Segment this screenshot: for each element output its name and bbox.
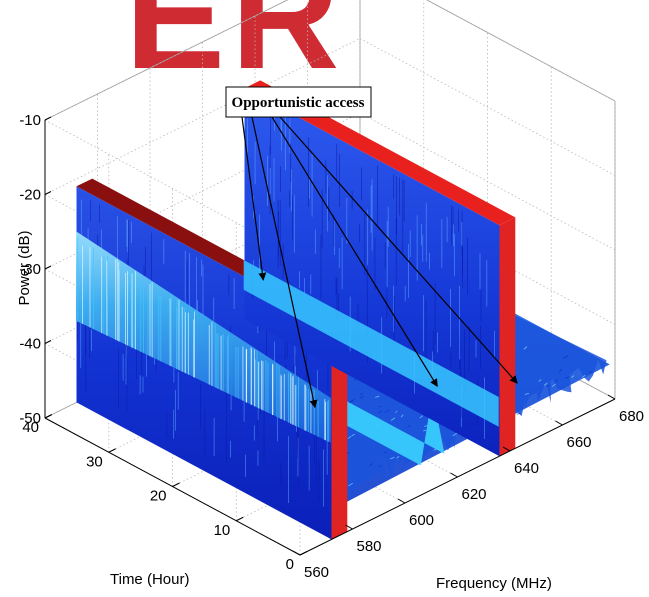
y-tick-label: 30 [86, 453, 103, 470]
z-tick-label: -10 [19, 112, 41, 129]
band-1-cyan-overlay [76, 231, 331, 443]
noise-floor-speckle [419, 415, 423, 419]
noise-floor-speckle [396, 411, 400, 414]
x-tick-mark [292, 550, 301, 556]
noise-floor-speckle [452, 432, 458, 437]
noise-floor-speckle [564, 376, 570, 379]
noise-floor-speckle [551, 383, 556, 387]
annotation-arrow [271, 116, 438, 388]
z-tick-mark [44, 116, 52, 121]
box-edge-top-back [44, 0, 289, 121]
noise-floor-speckle [350, 398, 356, 403]
noise-floor-speckle [395, 410, 398, 413]
annotation-arrow [279, 116, 518, 384]
annotation: Opportunistic access [225, 86, 518, 409]
x-tick-label: 640 [514, 460, 539, 477]
x-axis-ticks: 560 580 600 620 640 660 680 [292, 394, 644, 581]
z-tick-mark [44, 340, 52, 344]
y-tick-label: 10 [214, 522, 231, 539]
noise-floor-speckle [516, 412, 521, 415]
noise-floor-speckle [554, 379, 559, 382]
noise-floor-speckle [348, 482, 353, 487]
x-tick-label: 620 [462, 486, 487, 503]
noise-floor-speckle [369, 463, 373, 467]
x-tick-mark [397, 498, 406, 504]
noise-floor-speckle [375, 395, 380, 398]
y-tick-mark [108, 448, 116, 453]
watermark-logo: ER [125, 0, 345, 100]
noise-floor-speckle [349, 400, 354, 403]
grid-line-right-wall [359, 38, 616, 176]
noise-floor-speckle [538, 379, 542, 382]
x-tick-mark [502, 446, 511, 452]
watermark-text: ER [125, 0, 345, 100]
annotation-box [225, 86, 372, 118]
noise-floor-speckle [543, 382, 548, 386]
y-tick-label: 0 [286, 556, 294, 573]
z-axis-ticks: -50 -40 -30 -20 -10 [19, 112, 52, 427]
noise-floor-speckle [377, 410, 382, 414]
noise-floor-speckle [407, 424, 411, 427]
noise-floor-speckle [396, 455, 400, 459]
annotation-arrow [241, 116, 267, 281]
annotation-text: Opportunistic access [232, 95, 365, 111]
z-tick-label: -30 [19, 261, 41, 278]
noise-floor-speckle [384, 409, 390, 413]
y-axis-label: Time (Hour) [110, 571, 189, 588]
y-tick-label: 20 [150, 488, 167, 505]
noise-floor-speckle [423, 429, 427, 432]
noise-floor-speckle [379, 464, 382, 468]
x-tick-label: 660 [567, 434, 592, 451]
y-tick-label: 40 [22, 419, 39, 436]
y-tick-mark [172, 482, 180, 487]
noise-floor-speckle [524, 392, 530, 395]
z-axis-label: Power (dB) [16, 230, 33, 305]
noise-floor-speckle [390, 456, 395, 460]
noise-floor-speckle [378, 405, 382, 408]
x-tick-label: 560 [304, 564, 329, 581]
x-tick-mark [607, 394, 616, 400]
noise-floor-speckle [359, 395, 364, 399]
grid-line-back-wall [44, 38, 361, 195]
x-axis-label: Frequency (MHz) [436, 575, 552, 592]
noise-floor-speckle [588, 371, 593, 374]
y-axis-ticks: 0 10 20 30 40 [22, 414, 308, 573]
z-tick-label: -20 [19, 187, 41, 204]
cyan-ridge-610 [165, 275, 445, 466]
x-tick-label: 580 [357, 538, 382, 555]
y-tick-mark [44, 414, 53, 419]
z-tick-mark [44, 191, 52, 195]
y-tick-mark [236, 516, 244, 522]
noise-floor-speckle [384, 451, 387, 454]
noise-floor-speckle [351, 433, 355, 437]
noise-floor-speckle [400, 414, 404, 418]
noise-floor-speckle [571, 375, 575, 378]
x-tick-label: 680 [619, 408, 644, 425]
x-tick-mark [555, 420, 563, 426]
x-tick-label: 600 [409, 512, 434, 529]
spectrum-walls [76, 80, 516, 540]
z-tick-mark [44, 265, 52, 270]
y-tick-mark [299, 551, 308, 556]
noise-floor-speckle [582, 374, 586, 378]
noise-floor-speckle [558, 368, 563, 373]
annotation-arrow [251, 116, 318, 409]
x-tick-mark [450, 472, 458, 478]
noise-floor-speckle [546, 384, 551, 387]
noise-floor-speckle [424, 425, 428, 427]
noise-floor-speckle [523, 346, 528, 350]
noise-floor-speckle [360, 393, 363, 395]
noise-floor-speckle [390, 417, 396, 421]
noise-floor-speckle [563, 355, 569, 359]
grid-line-right-wall [426, 0, 616, 102]
x-tick-mark [345, 524, 353, 530]
noise-floor-speckle [347, 435, 352, 439]
band-end-face [499, 217, 516, 457]
z-tick-label: -40 [19, 336, 41, 353]
z-tick-label: -50 [19, 410, 41, 427]
